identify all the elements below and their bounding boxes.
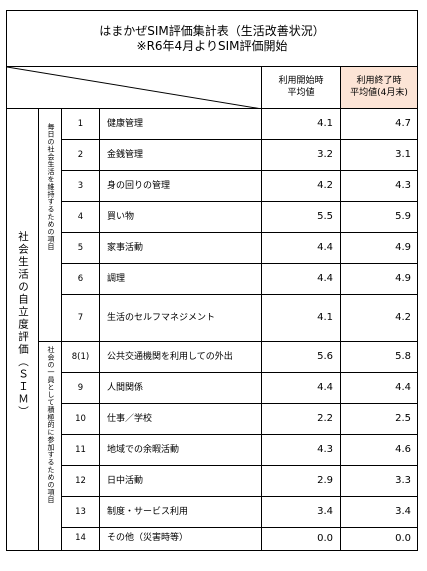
row-number: 11 xyxy=(62,435,100,465)
table-row: 2 金銭管理 3.2 3.1 xyxy=(62,140,417,171)
row-item-name: 買い物 xyxy=(100,202,262,232)
row-item-name: 公共交通機関を利用しての外出 xyxy=(100,342,262,372)
table-row: 6 調理 4.4 4.9 xyxy=(62,264,417,295)
row-number: 10 xyxy=(62,404,100,434)
table-row: 3 身の回りの管理 4.2 4.3 xyxy=(62,171,417,202)
group1-text: 毎日の社会生活を維持するための項目 xyxy=(47,123,55,251)
row-end-average: 5.8 xyxy=(395,351,411,362)
table-row: 12 日中活動 2.9 3.3 xyxy=(62,466,417,497)
row-end-average: 3.4 xyxy=(395,506,411,517)
row-number: 12 xyxy=(62,466,100,496)
row-start-average: 4.1 xyxy=(262,109,341,139)
row-number: 5 xyxy=(62,233,100,263)
row-start-average: 4.2 xyxy=(262,171,341,201)
row-start-average: 2.9 xyxy=(262,466,341,496)
row-number: 7 xyxy=(62,295,100,341)
row-item-name: 身の回りの管理 xyxy=(100,171,262,201)
row-end-average: 4.6 xyxy=(395,444,411,455)
group2-label: 社会の一員として積極的に参加するための項目 xyxy=(39,342,62,550)
table-row: 14 その他（災害時等） 0.0 0.0 xyxy=(62,528,417,550)
row-item-name: 人間関係 xyxy=(100,373,262,403)
header-end-average: 利用終了時 平均値(4月末) xyxy=(341,67,417,109)
row-start-average: 3.2 xyxy=(262,140,341,170)
group1-label: 毎日の社会生活を維持するための項目 xyxy=(39,109,62,342)
row-end-average: 5.9 xyxy=(395,211,411,222)
row-number: 13 xyxy=(62,497,100,527)
outer-category-label: 社会生活の自立度評価（ＳＩＭ） xyxy=(7,109,39,550)
header-start-line2: 平均値 xyxy=(287,88,315,98)
row-end-average: 4.3 xyxy=(395,180,411,191)
row-item-name: 地域での余暇活動 xyxy=(100,435,262,465)
table-row: 4 買い物 5.5 5.9 xyxy=(62,202,417,233)
outer-category-text: 社会生活の自立度評価（ＳＩＭ） xyxy=(17,231,29,419)
table-row: 8(1) 公共交通機関を利用しての外出 5.6 5.8 xyxy=(62,342,417,373)
header-end-line2: 平均値(4月末) xyxy=(350,88,408,98)
table-row: 9 人間関係 4.4 4.4 xyxy=(62,373,417,404)
row-start-average: 2.2 xyxy=(262,404,341,434)
row-start-average: 0.0 xyxy=(262,528,341,550)
row-number: 3 xyxy=(62,171,100,201)
row-start-average: 4.3 xyxy=(262,435,341,465)
row-end-average: 3.3 xyxy=(395,475,411,486)
table-row: 11 地域での余暇活動 4.3 4.6 xyxy=(62,435,417,466)
row-number: 4 xyxy=(62,202,100,232)
row-item-name: 調理 xyxy=(100,264,262,294)
table-row: 7 生活のセルフマネジメント 4.1 4.2 xyxy=(62,295,417,342)
row-end-average: 4.4 xyxy=(395,382,411,393)
row-item-name: 日中活動 xyxy=(100,466,262,496)
row-start-average: 5.5 xyxy=(262,202,341,232)
table-title: はまかぜSIM評価集計表（生活改善状況） ※R6年4月よりSIM評価開始 xyxy=(7,11,417,67)
row-start-average: 4.1 xyxy=(262,295,341,341)
row-start-average: 4.4 xyxy=(262,373,341,403)
row-item-name: 家事活動 xyxy=(100,233,262,263)
row-end-average: 3.1 xyxy=(395,149,411,160)
row-item-name: 制度・サービス利用 xyxy=(100,497,262,527)
row-start-average: 5.6 xyxy=(262,342,341,372)
table-row: 10 仕事／学校 2.2 2.5 xyxy=(62,404,417,435)
row-number: 14 xyxy=(62,528,100,550)
table-row: 1 健康管理 4.1 4.7 xyxy=(62,109,417,140)
row-number: 2 xyxy=(62,140,100,170)
row-number: 6 xyxy=(62,264,100,294)
header-start-line1: 利用開始時 xyxy=(278,76,324,86)
row-end-average: 4.2 xyxy=(395,312,411,323)
title-main: はまかぜSIM評価集計表（生活改善状況） xyxy=(99,24,325,38)
diagonal-line xyxy=(7,67,260,108)
row-item-name: 生活のセルフマネジメント xyxy=(100,295,262,341)
row-number: 9 xyxy=(62,373,100,403)
row-end-average: 0.0 xyxy=(395,533,411,544)
row-item-name: 仕事／学校 xyxy=(100,404,262,434)
row-item-name: その他（災害時等） xyxy=(100,528,262,550)
row-start-average: 3.4 xyxy=(262,497,341,527)
row-end-average: 4.9 xyxy=(395,242,411,253)
header-blank-cell xyxy=(7,67,262,109)
table-row: 5 家事活動 4.4 4.9 xyxy=(62,233,417,264)
row-start-average: 4.4 xyxy=(262,264,341,294)
row-end-average: 4.7 xyxy=(395,118,411,129)
row-item-name: 金銭管理 xyxy=(100,140,262,170)
row-start-average: 4.4 xyxy=(262,233,341,263)
table-row: 13 制度・サービス利用 3.4 3.4 xyxy=(62,497,417,528)
header-end-line1: 利用終了時 xyxy=(356,76,402,86)
row-number: 1 xyxy=(62,109,100,139)
group2-text: 社会の一員として積極的に参加するための項目 xyxy=(47,346,55,504)
header-start-average: 利用開始時 平均値 xyxy=(262,67,341,109)
sim-summary-table: はまかぜSIM評価集計表（生活改善状況） ※R6年4月よりSIM評価開始 利用開… xyxy=(6,10,418,551)
title-note: ※R6年4月よりSIM評価開始 xyxy=(136,39,288,53)
row-end-average: 4.9 xyxy=(395,273,411,284)
row-end-average: 2.5 xyxy=(395,413,411,424)
row-item-name: 健康管理 xyxy=(100,109,262,139)
row-number: 8(1) xyxy=(62,342,100,372)
